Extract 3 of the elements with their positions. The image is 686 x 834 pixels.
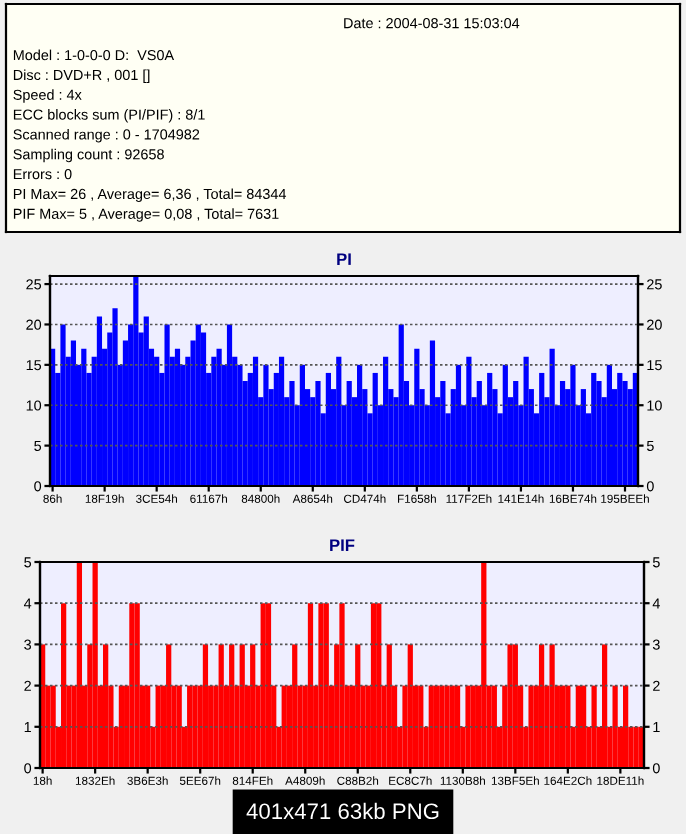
text: 401x471 63kb PNG [246, 802, 439, 820]
chart-title: PI [337, 253, 351, 265]
chart-title: PIF [330, 539, 355, 551]
